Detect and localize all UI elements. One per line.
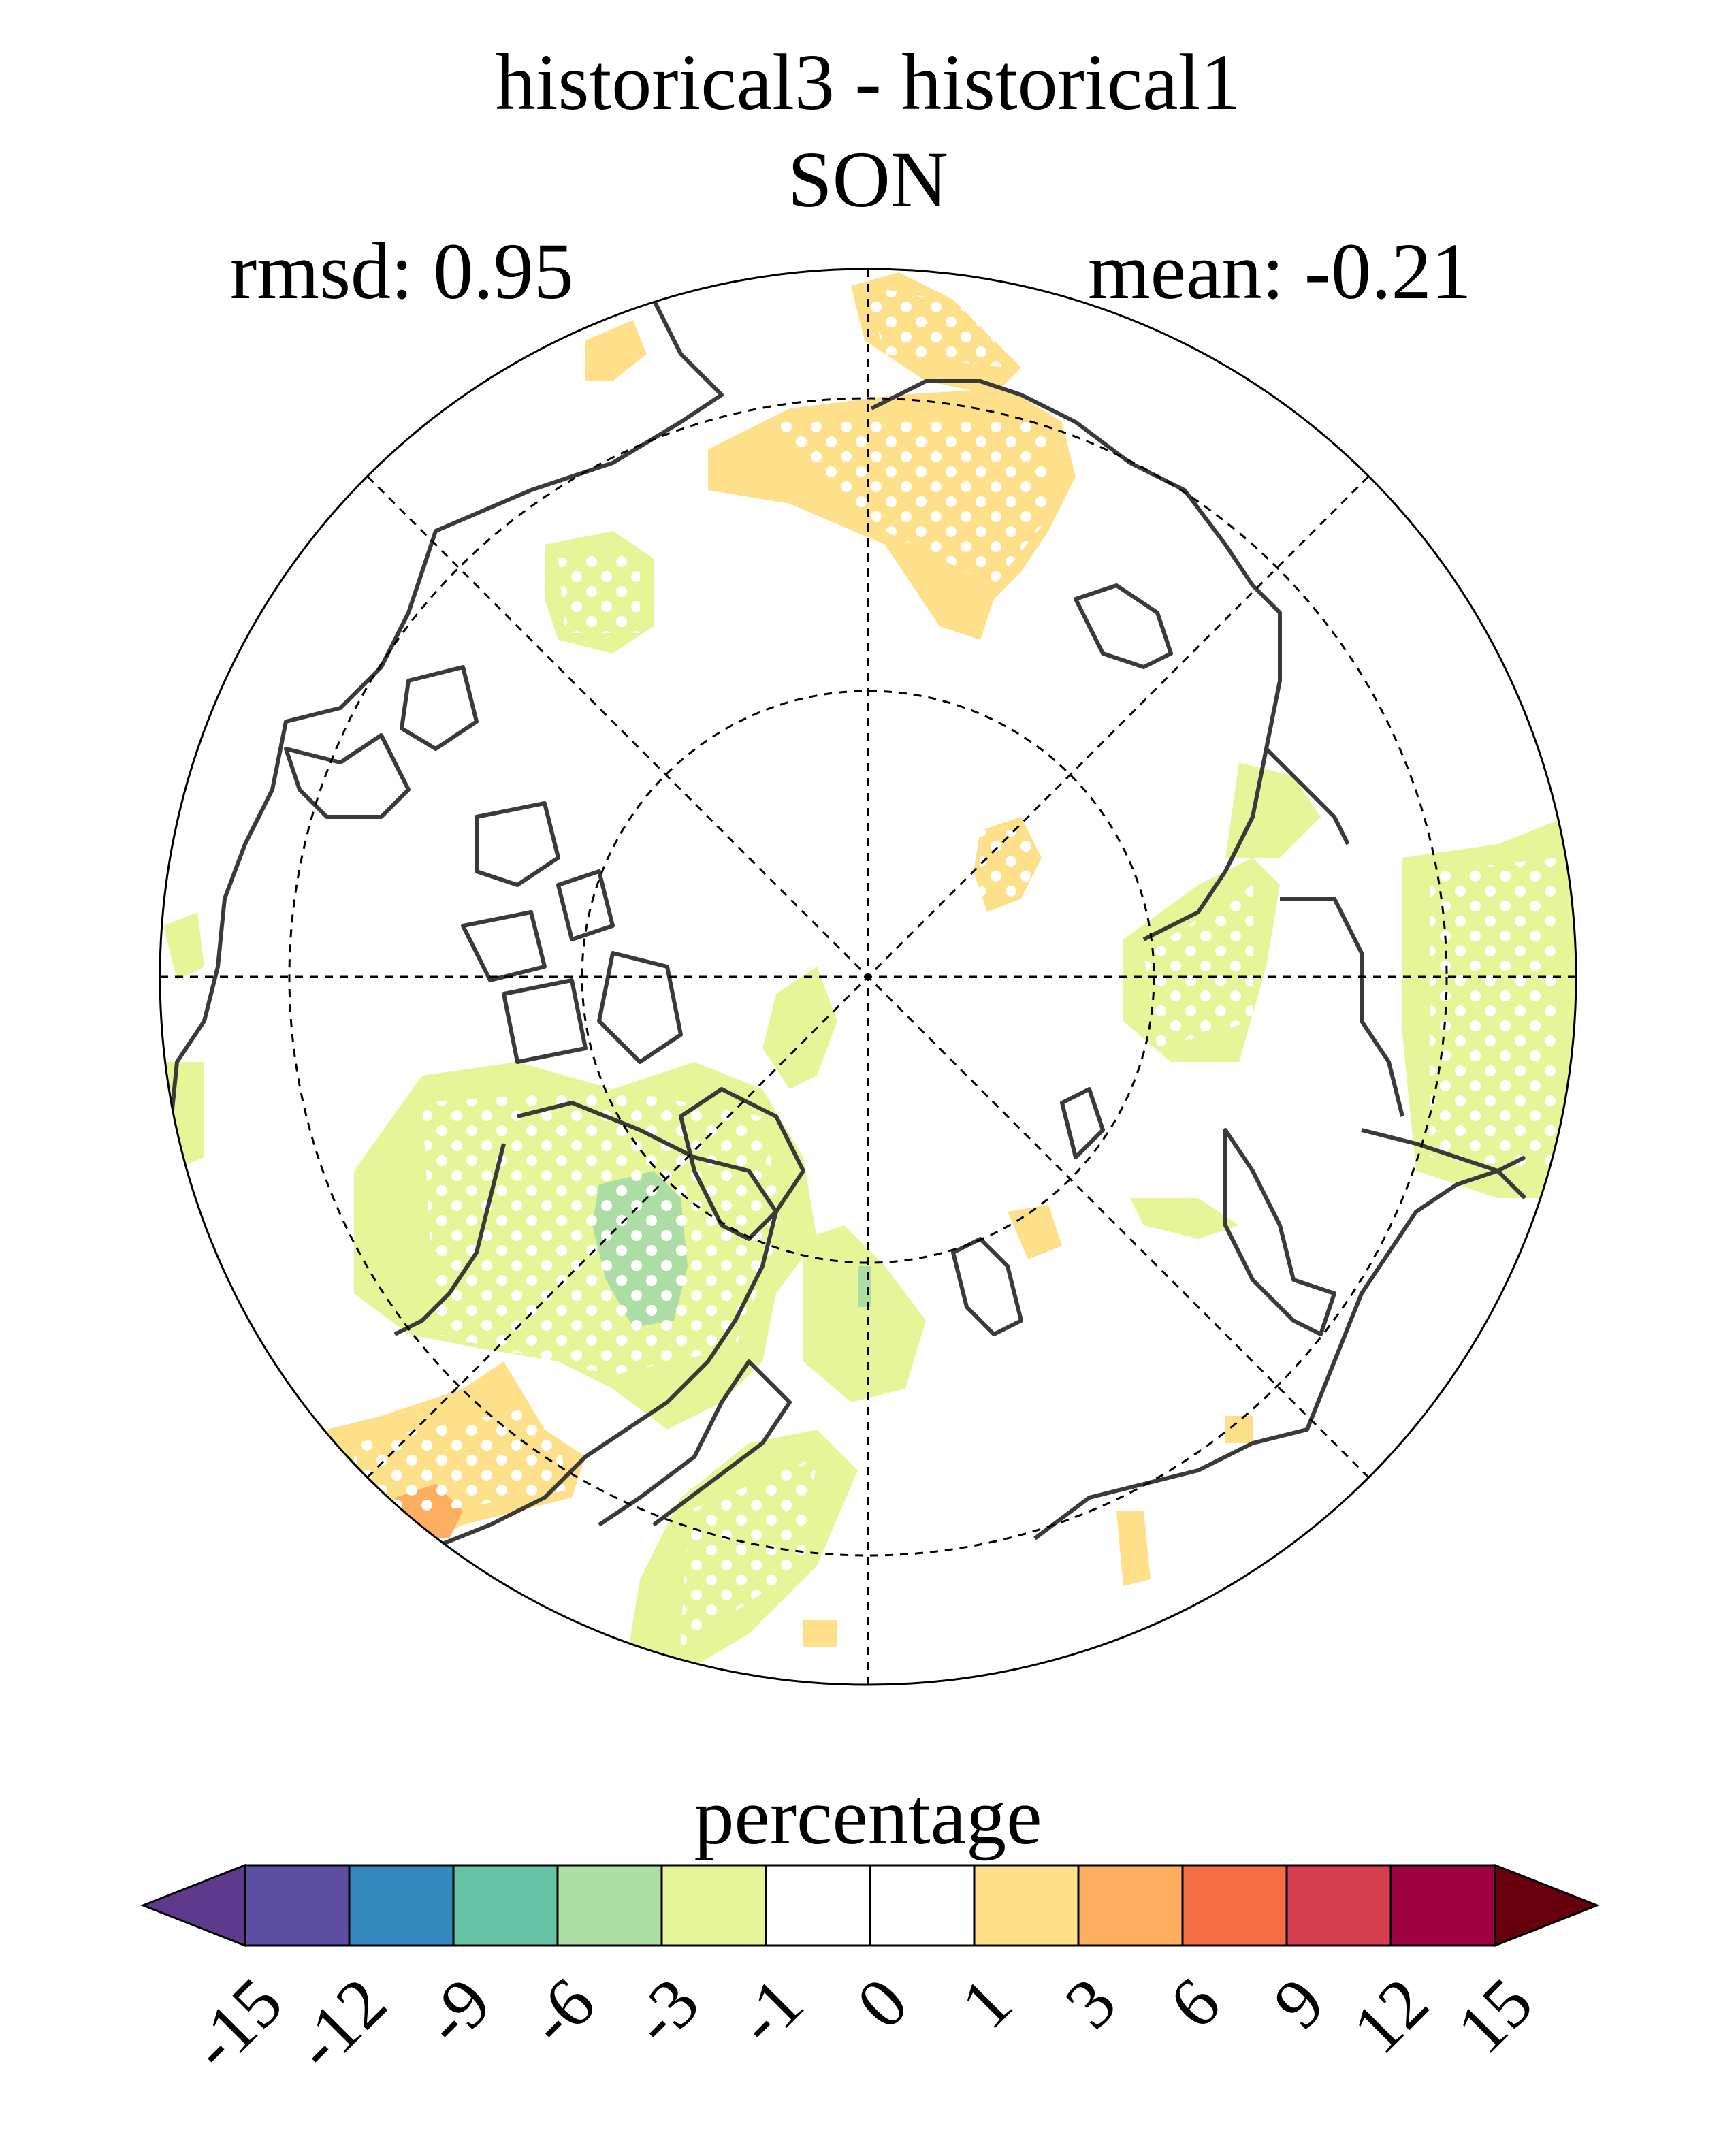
colorbar-box xyxy=(348,1864,455,1947)
coast-siberia-east xyxy=(870,379,1282,941)
colorbar-box xyxy=(452,1864,559,1947)
colorbar-title: percentage xyxy=(694,1772,1042,1861)
colorbar-box xyxy=(869,1864,976,1947)
field-kamchatka xyxy=(1225,762,1321,858)
colorbar-box xyxy=(765,1864,871,1947)
colorbar-box xyxy=(1181,1864,1288,1947)
coast-kamchatka xyxy=(1264,747,1350,845)
field-pacific-nw xyxy=(585,320,647,381)
anomaly-fields xyxy=(163,272,1576,1675)
field-se-small xyxy=(1116,1511,1151,1586)
map-boundary xyxy=(159,268,1577,1686)
field-s-small xyxy=(803,1620,837,1647)
coast-taymyr xyxy=(1361,1128,1527,1200)
coast-canada-archipelago xyxy=(284,665,683,1064)
colorbar-box xyxy=(556,1864,663,1947)
coast-svalbard xyxy=(1060,1087,1105,1159)
figure-title: historical3 - historical1 xyxy=(495,37,1241,127)
coast-novaya-zemlya xyxy=(1223,1128,1336,1336)
colorbar-box xyxy=(244,1864,351,1947)
coast-russia xyxy=(1033,1155,1526,1540)
coast-hudson-inner xyxy=(393,1143,506,1336)
graticule xyxy=(160,269,1576,1685)
field-labrador xyxy=(762,967,837,1089)
mean-label: mean: -0.21 xyxy=(1088,227,1472,316)
coast-europe xyxy=(598,1359,792,1527)
field-atlantic xyxy=(803,1225,926,1402)
colorbar-box xyxy=(660,1864,767,1947)
colorbar-box xyxy=(973,1864,1080,1947)
colorbar-box xyxy=(1389,1864,1496,1947)
coast-chukotka xyxy=(1074,583,1173,669)
coast-east-siberia-coast xyxy=(1280,897,1404,1117)
colorbar-extend-max xyxy=(1494,1863,1601,1948)
season-subtitle: SON xyxy=(787,135,949,224)
field-w-coast xyxy=(163,912,204,980)
coast-hudson-bay xyxy=(368,1101,778,1554)
colorbar-box xyxy=(1077,1864,1184,1947)
field-ural xyxy=(1130,1198,1239,1239)
rmsd-label: rmsd: 0.95 xyxy=(230,227,574,316)
field-sw-small xyxy=(1225,1416,1253,1443)
colorbar-box xyxy=(1285,1864,1392,1947)
colorbar-extend-min xyxy=(140,1863,246,1948)
